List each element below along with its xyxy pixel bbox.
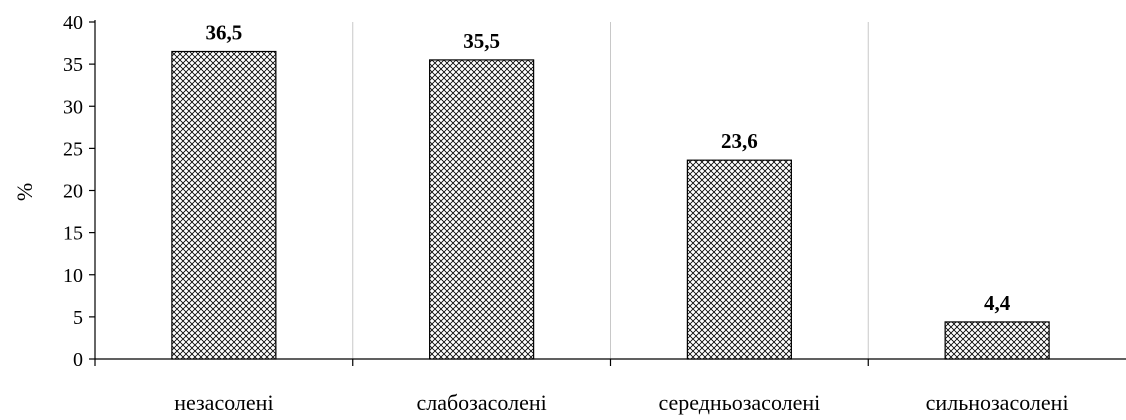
bars-layer <box>171 50 1050 360</box>
bar-3 <box>686 159 792 360</box>
y-tick-label: 30 <box>63 96 83 118</box>
y-tick-label: 0 <box>73 349 83 371</box>
x-category-label: сильнозасолені <box>926 390 1069 415</box>
bar-value-label: 4,4 <box>984 291 1011 315</box>
x-category-label: незасолені <box>174 390 273 415</box>
y-tick-label: 40 <box>63 12 83 34</box>
x-category-label: середньозасолені <box>658 390 820 415</box>
y-axis-title: % <box>12 183 37 201</box>
bar-1 <box>171 50 277 360</box>
y-tick-label: 15 <box>63 223 83 245</box>
y-tick-label: 10 <box>63 265 83 287</box>
bar-value-label: 36,5 <box>206 20 243 44</box>
bar-2 <box>429 59 535 360</box>
y-tick-label: 35 <box>63 54 83 76</box>
grid-layer <box>352 22 869 359</box>
labels-layer: 36,5 незасолені 35,5 слабозасолені 23,6 серед… <box>174 20 1068 415</box>
y-tick-label: 20 <box>63 181 83 203</box>
bar-4 <box>944 321 1050 360</box>
x-category-label: слабозасолені <box>416 390 546 415</box>
y-tick-label: 5 <box>73 307 83 329</box>
bar-value-label: 23,6 <box>721 129 758 153</box>
bar-value-label: 35,5 <box>463 29 500 53</box>
y-tick-label: 25 <box>63 138 83 160</box>
